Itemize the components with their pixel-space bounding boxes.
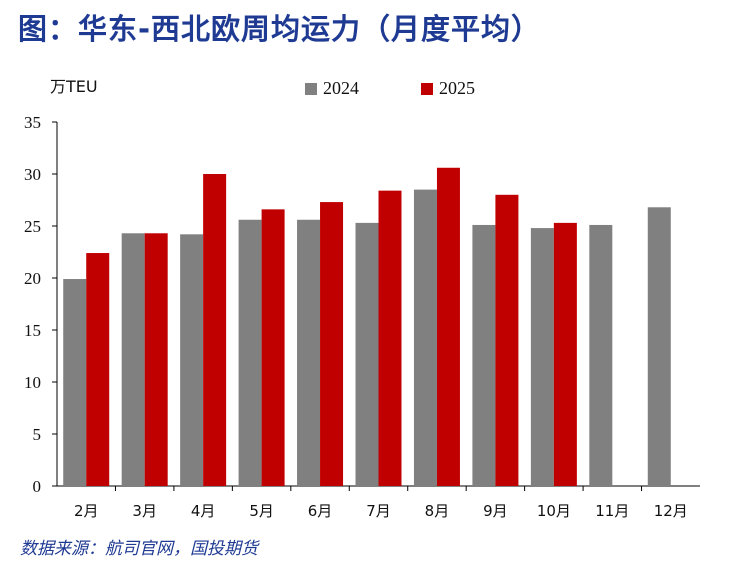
bar-2024-12 [647, 207, 671, 486]
y-tick-label: 10 [24, 373, 41, 392]
bar-2025-4 [203, 174, 227, 486]
bar-2024-11 [589, 224, 613, 486]
bar-2024-7 [355, 222, 379, 486]
y-tick-label: 5 [33, 425, 42, 444]
bar-2025-2 [86, 253, 110, 486]
y-tick-label: 20 [24, 269, 41, 288]
data-source-note: 数据来源：航司官网，国投期货 [20, 539, 258, 559]
legend-swatch-2024 [305, 82, 317, 95]
bar-2024-3 [121, 233, 145, 486]
bar-2024-2 [63, 279, 87, 486]
x-category-label: 5月 [249, 502, 274, 520]
legend-item-2025: 2025 [421, 78, 475, 99]
bar-2025-5 [261, 209, 285, 487]
bar-2024-8 [413, 189, 437, 486]
x-category-label: 7月 [366, 502, 391, 520]
legend-item-2024: 2024 [305, 78, 359, 99]
bar-2024-5 [238, 219, 262, 486]
x-category-label: 11月 [595, 502, 629, 520]
legend-label-2025: 2025 [439, 78, 475, 98]
y-axis-unit-label: 万TEU [50, 77, 98, 96]
bar-2024-9 [472, 224, 496, 486]
y-tick-label: 35 [24, 113, 41, 132]
legend-swatch-2025 [421, 82, 433, 95]
legend-label-2024: 2024 [323, 78, 359, 98]
legend: 2024 2025 [305, 78, 475, 99]
x-category-label: 3月 [132, 502, 157, 520]
x-category-label: 8月 [425, 502, 450, 520]
y-tick-label: 25 [24, 217, 41, 236]
x-category-label: 10月 [537, 502, 571, 520]
bar-2025-9 [495, 194, 519, 487]
bar-2025-6 [320, 202, 344, 486]
bar-2024-10 [530, 228, 554, 486]
x-category-label: 4月 [191, 502, 216, 520]
x-category-label: 12月 [654, 502, 688, 520]
bar-2025-7 [378, 190, 402, 486]
x-category-label: 9月 [483, 502, 508, 520]
bar-2025-3 [144, 233, 168, 486]
x-category-label: 2月 [74, 502, 99, 520]
x-category-label: 6月 [308, 502, 333, 520]
y-tick-label: 0 [33, 477, 42, 496]
bar-2024-6 [297, 219, 321, 486]
y-tick-label: 30 [24, 165, 41, 184]
bar-2024-4 [180, 234, 204, 486]
bar-2025-8 [436, 167, 460, 486]
y-tick-label: 15 [24, 321, 41, 340]
bar-2025-10 [553, 222, 577, 486]
chart-title: 图：华东-西北欧周均运力（月度平均） [18, 12, 542, 46]
